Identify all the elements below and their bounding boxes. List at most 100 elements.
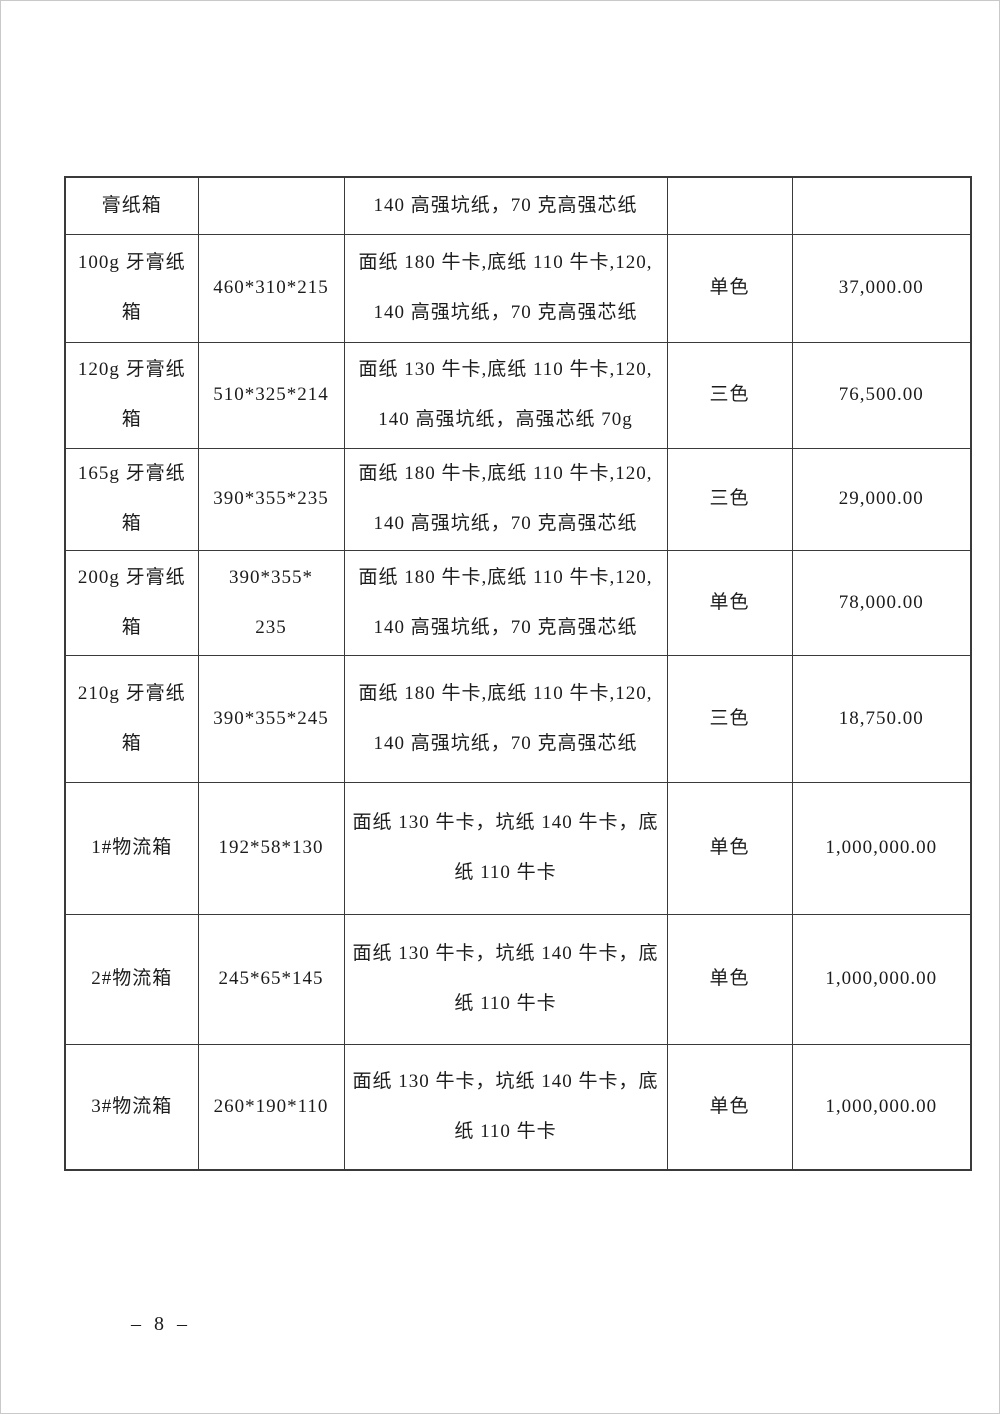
spec-line: 140 高强坑纸，70 克高强芯纸 xyxy=(373,513,638,534)
spec-line: 面纸 180 牛卡,底纸 110 牛卡,120, xyxy=(358,252,653,273)
cell-price: 1,000,000.00 xyxy=(791,781,972,915)
cell-material-spec: 面纸 180 牛卡,底纸 110 牛卡,120, 140 高强坑纸，70 克高强… xyxy=(343,654,668,783)
cell-print-color: 单色 xyxy=(666,549,793,656)
cell-product-name: 100g 牙膏纸 箱 xyxy=(64,233,199,343)
product-name-line: 箱 xyxy=(121,409,142,430)
cell-price: 18,750.00 xyxy=(791,654,972,783)
cell-product-name: 2#物流箱 xyxy=(64,913,199,1045)
cell-print-color: 单色 xyxy=(666,781,793,915)
cell-material-spec: 面纸 130 牛卡,底纸 110 牛卡,120, 140 高强坑纸，高强芯纸 7… xyxy=(343,341,668,449)
cell-product-name: 200g 牙膏纸 箱 xyxy=(64,549,199,656)
dimensions-line: 390*355*245 xyxy=(213,707,329,729)
cell-product-name: 120g 牙膏纸 箱 xyxy=(64,341,199,449)
product-name-line: 箱 xyxy=(121,616,142,638)
price-value: 29,000.00 xyxy=(838,488,924,509)
cell-price: 78,000.00 xyxy=(791,549,972,656)
spec-line: 140 高强坑纸，70 克高强芯纸 xyxy=(373,302,638,323)
product-name-line: 箱 xyxy=(121,513,142,534)
dimensions-line: 460*310*215 xyxy=(213,277,329,298)
cell-product-name: 165g 牙膏纸 箱 xyxy=(64,447,199,551)
price-value: 37,000.00 xyxy=(838,277,924,298)
spec-line: 140 高强坑纸，高强芯纸 70g xyxy=(378,409,633,430)
table-row: 210g 牙膏纸 箱 390*355*245 面纸 180 牛卡,底纸 110 … xyxy=(64,654,972,783)
spec-line: 纸 110 牛卡 xyxy=(454,1120,557,1142)
product-name-line: 3#物流箱 xyxy=(91,1095,173,1117)
price-value: 78,000.00 xyxy=(838,591,924,613)
print-color-value: 单色 xyxy=(709,968,750,989)
cell-material-spec: 面纸 130 牛卡，坑纸 140 牛卡，底 纸 110 牛卡 xyxy=(343,1043,668,1171)
table-row: 膏纸箱 140 高强坑纸，70 克高强芯纸 xyxy=(64,176,972,235)
cell-dimensions: 245*65*145 xyxy=(197,913,345,1045)
cell-dimensions: 510*325*214 xyxy=(197,341,345,449)
spec-line: 面纸 130 牛卡，坑纸 140 牛卡，底 xyxy=(352,943,659,964)
table-row: 200g 牙膏纸 箱 390*355* 235 面纸 180 牛卡,底纸 110… xyxy=(64,549,972,656)
cell-price: 1,000,000.00 xyxy=(791,913,972,1045)
cell-product-name: 膏纸箱 xyxy=(64,176,199,235)
spec-line: 140 高强坑纸，70 克高强芯纸 xyxy=(373,194,638,216)
cell-print-color xyxy=(666,176,793,235)
print-color-value: 三色 xyxy=(709,488,750,509)
spec-line: 面纸 180 牛卡,底纸 110 牛卡,120, xyxy=(358,682,653,704)
page-number: – 8 – xyxy=(131,1313,191,1335)
price-value: 1,000,000.00 xyxy=(825,968,938,989)
table-row: 1#物流箱 192*58*130 面纸 130 牛卡，坑纸 140 牛卡，底 纸… xyxy=(64,781,972,915)
table-row: 165g 牙膏纸 箱 390*355*235 面纸 180 牛卡,底纸 110 … xyxy=(64,447,972,551)
dimensions-line: 390*355* xyxy=(229,566,313,588)
product-name-line: 120g 牙膏纸 xyxy=(77,359,186,380)
table-row: 120g 牙膏纸 箱 510*325*214 面纸 130 牛卡,底纸 110 … xyxy=(64,341,972,449)
cell-material-spec: 面纸 130 牛卡，坑纸 140 牛卡，底 纸 110 牛卡 xyxy=(343,913,668,1045)
spec-line: 面纸 130 牛卡，坑纸 140 牛卡，底 xyxy=(352,1070,659,1092)
dimensions-line: 235 xyxy=(255,616,287,638)
cell-price xyxy=(791,176,972,235)
price-value: 1,000,000.00 xyxy=(825,1095,938,1117)
cell-material-spec: 面纸 130 牛卡，坑纸 140 牛卡，底 纸 110 牛卡 xyxy=(343,781,668,915)
price-value: 76,500.00 xyxy=(838,384,924,405)
spec-line: 面纸 180 牛卡,底纸 110 牛卡,120, xyxy=(358,566,653,588)
dimensions-line: 390*355*235 xyxy=(213,488,329,509)
spec-line: 140 高强坑纸，70 克高强芯纸 xyxy=(373,616,638,638)
cell-price: 37,000.00 xyxy=(791,233,972,343)
cell-product-name: 1#物流箱 xyxy=(64,781,199,915)
cell-dimensions: 460*310*215 xyxy=(197,233,345,343)
product-name-line: 箱 xyxy=(121,302,142,323)
cell-material-spec: 面纸 180 牛卡,底纸 110 牛卡,120, 140 高强坑纸，70 克高强… xyxy=(343,233,668,343)
cell-product-name: 210g 牙膏纸 箱 xyxy=(64,654,199,783)
spec-line: 纸 110 牛卡 xyxy=(454,993,557,1014)
cell-print-color: 单色 xyxy=(666,913,793,1045)
cell-dimensions: 390*355*235 xyxy=(197,447,345,551)
print-color-value: 三色 xyxy=(709,707,750,729)
cell-price: 29,000.00 xyxy=(791,447,972,551)
table-row: 100g 牙膏纸 箱 460*310*215 面纸 180 牛卡,底纸 110 … xyxy=(64,233,972,343)
print-color-value: 单色 xyxy=(709,277,750,298)
spec-line: 面纸 130 牛卡,底纸 110 牛卡,120, xyxy=(358,359,653,380)
cell-print-color: 三色 xyxy=(666,341,793,449)
table-row: 2#物流箱 245*65*145 面纸 130 牛卡，坑纸 140 牛卡，底 纸… xyxy=(64,913,972,1045)
print-color-value: 三色 xyxy=(709,384,750,405)
cell-material-spec: 面纸 180 牛卡,底纸 110 牛卡,120, 140 高强坑纸，70 克高强… xyxy=(343,549,668,656)
spec-line: 面纸 180 牛卡,底纸 110 牛卡,120, xyxy=(358,463,653,484)
product-name-line: 1#物流箱 xyxy=(91,837,173,858)
table-row: 3#物流箱 260*190*110 面纸 130 牛卡，坑纸 140 牛卡，底 … xyxy=(64,1043,972,1171)
cell-material-spec: 面纸 180 牛卡,底纸 110 牛卡,120, 140 高强坑纸，70 克高强… xyxy=(343,447,668,551)
spec-line: 面纸 130 牛卡，坑纸 140 牛卡，底 xyxy=(352,812,659,833)
product-name-line: 165g 牙膏纸 xyxy=(77,463,186,484)
cell-dimensions: 260*190*110 xyxy=(197,1043,345,1171)
cell-print-color: 三色 xyxy=(666,654,793,783)
product-name-line: 100g 牙膏纸 xyxy=(77,252,186,273)
cell-price: 1,000,000.00 xyxy=(791,1043,972,1171)
cell-print-color: 三色 xyxy=(666,447,793,551)
dimensions-line: 245*65*145 xyxy=(218,968,324,989)
product-name-line: 2#物流箱 xyxy=(91,968,173,989)
cell-product-name: 3#物流箱 xyxy=(64,1043,199,1171)
product-name-line: 210g 牙膏纸 xyxy=(77,682,186,704)
print-color-value: 单色 xyxy=(709,591,750,613)
dimensions-line: 192*58*130 xyxy=(218,837,324,858)
print-color-value: 单色 xyxy=(709,1095,750,1117)
cell-price: 76,500.00 xyxy=(791,341,972,449)
cell-material-spec: 140 高强坑纸，70 克高强芯纸 xyxy=(343,176,668,235)
cell-dimensions: 390*355* 235 xyxy=(197,549,345,656)
dimensions-line: 510*325*214 xyxy=(213,384,329,405)
spec-line: 纸 110 牛卡 xyxy=(454,862,557,883)
price-value: 18,750.00 xyxy=(838,707,924,729)
